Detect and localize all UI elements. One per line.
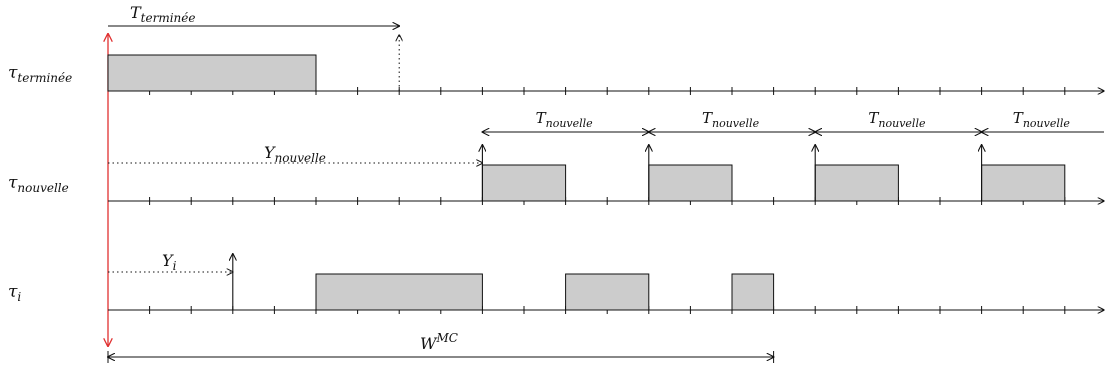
period-label-nouvelle-0-sub: nouvelle: [546, 117, 594, 130]
offset-label-nouvelle-base: Y: [264, 143, 276, 162]
task-label-i: τi: [8, 282, 21, 304]
period-label-nouvelle-3: Tnouvelle: [1013, 109, 1071, 130]
period-label-nouvelle-2: Tnouvelle: [868, 109, 926, 130]
task-label-i-base: τ: [8, 282, 18, 302]
wmc-label-base: W: [420, 334, 438, 353]
offset-label-i: Yi: [162, 251, 177, 273]
offset-label-i-base: Y: [162, 251, 174, 270]
period-label-nouvelle-2-base: T: [868, 109, 879, 127]
task-label-nouvelle: τnouvelle: [8, 173, 69, 195]
period-label-terminee: Tterminée: [130, 3, 195, 25]
period-label-nouvelle-0-base: T: [536, 109, 547, 127]
execution-block-i-1: [565, 273, 650, 311]
execution-block-terminee-0: [107, 54, 317, 92]
period-label-nouvelle-1: Tnouvelle: [702, 109, 760, 130]
execution-block-i-2: [731, 273, 775, 311]
execution-block-nouvelle-3: [981, 164, 1066, 202]
execution-block-nouvelle-0: [481, 164, 567, 202]
period-label-nouvelle-2-sub: nouvelle: [878, 117, 926, 130]
execution-block-nouvelle-2: [814, 164, 899, 202]
period-label-nouvelle-3-base: T: [1013, 109, 1024, 127]
task-label-terminee-base: τ: [8, 63, 18, 83]
task-label-nouvelle-base: τ: [8, 173, 18, 193]
period-label-nouvelle-1-base: T: [702, 109, 713, 127]
period-label-nouvelle-3-sub: nouvelle: [1023, 117, 1071, 130]
task-label-i-sub: i: [17, 290, 21, 304]
period-label-terminee-base: T: [130, 3, 142, 22]
offset-label-i-sub: i: [173, 259, 177, 273]
wmc-label: WMC: [420, 331, 458, 353]
task-label-nouvelle-sub: nouvelle: [17, 181, 68, 195]
execution-block-i-0: [315, 273, 483, 311]
wmc-label-sup: MC: [435, 331, 457, 345]
offset-label-nouvelle-sub: nouvelle: [275, 151, 326, 165]
execution-block-nouvelle-1: [648, 164, 733, 202]
period-label-terminee-sub: terminée: [141, 11, 196, 25]
period-label-nouvelle-0: Tnouvelle: [536, 109, 594, 130]
task-label-terminee-sub: terminée: [17, 71, 72, 85]
period-label-nouvelle-1-sub: nouvelle: [712, 117, 760, 130]
offset-label-nouvelle: Ynouvelle: [264, 143, 326, 165]
task-label-terminee: τterminée: [8, 63, 72, 85]
